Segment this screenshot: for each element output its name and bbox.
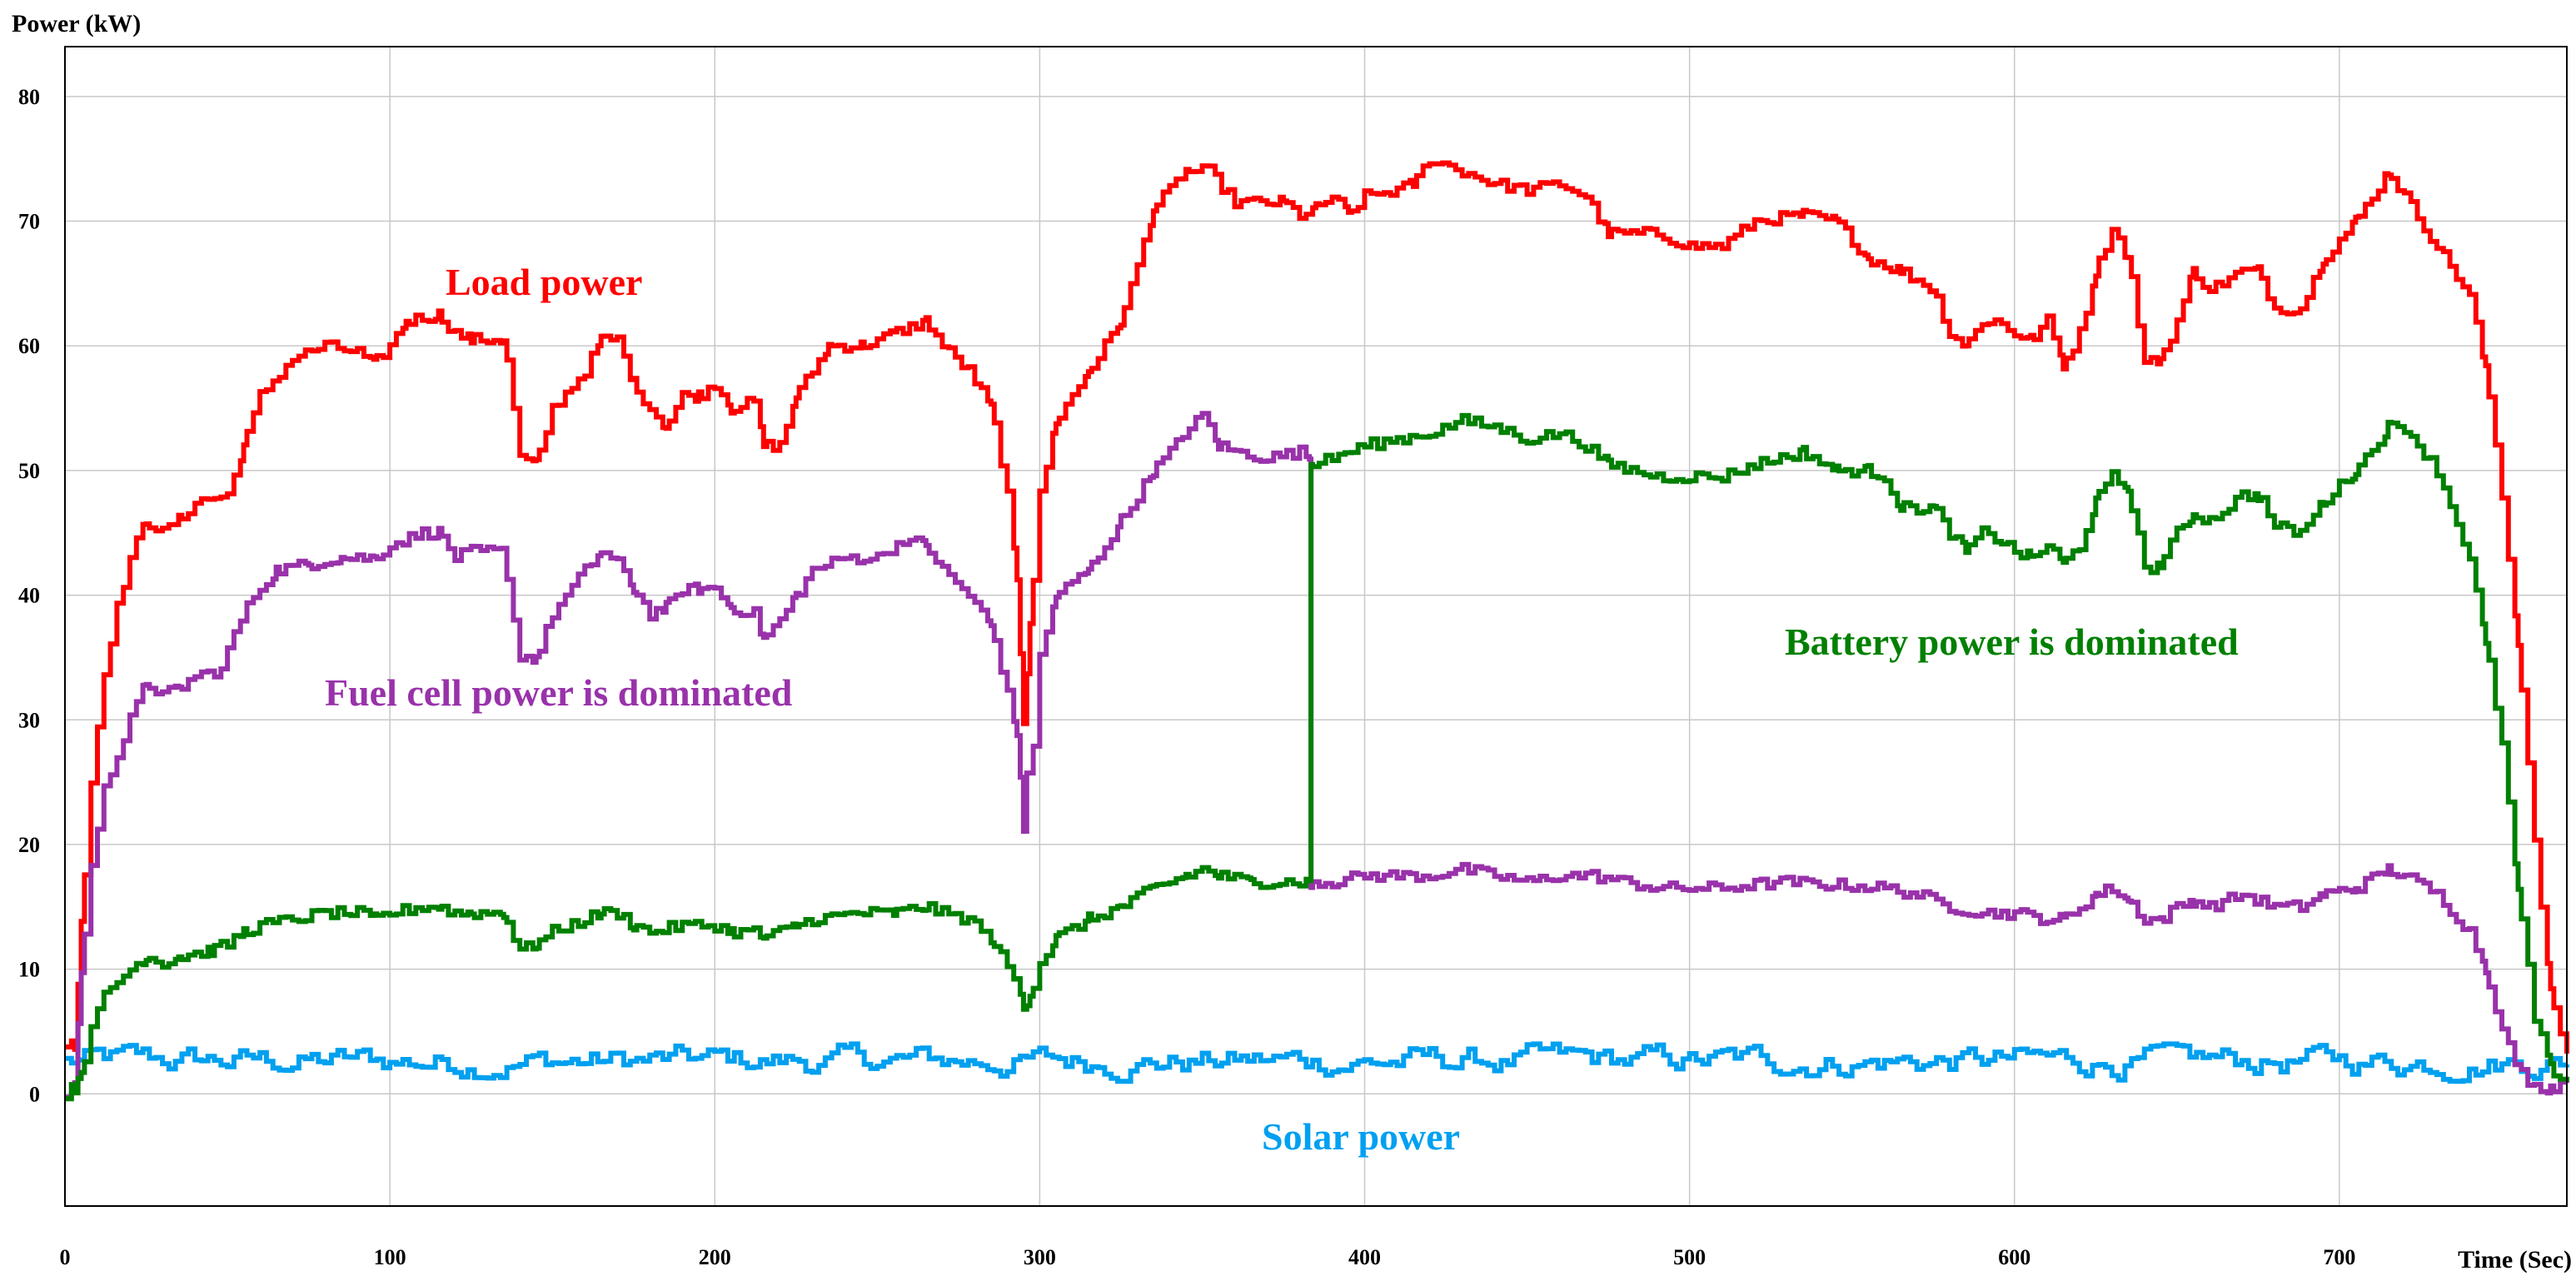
y-tick-label: 80: [18, 85, 40, 109]
x-tick-label: 700: [2323, 1245, 2355, 1269]
x-tick-label: 400: [1348, 1245, 1381, 1269]
x-tick-label: 500: [1673, 1245, 1706, 1269]
battery-series-line: [65, 412, 2569, 1102]
y-tick-label: 40: [18, 584, 40, 608]
fuel-cell-series-line: [65, 411, 2569, 1100]
y-tick-label: 30: [18, 708, 40, 732]
y-tick-label: 60: [18, 334, 40, 358]
solar-power-annotation: Solar power: [1262, 1115, 1460, 1158]
fuel-cell-annotation: Fuel cell power is dominated: [325, 671, 793, 714]
solar-series-line: [65, 1041, 2569, 1084]
y-tick-label: 0: [29, 1082, 40, 1106]
y-tick-label: 50: [18, 459, 40, 483]
y-tick-label: 10: [18, 958, 40, 982]
plot-frame: [64, 46, 2568, 1207]
load-series-line: [65, 160, 2569, 1054]
grid: [64, 47, 2567, 1206]
y-tick-label: 20: [18, 833, 40, 857]
series-layer: [65, 160, 2569, 1102]
x-tick-label: 100: [374, 1245, 406, 1269]
x-tick-label: 200: [699, 1245, 731, 1269]
x-tick-label: 600: [1998, 1245, 2030, 1269]
x-tick-label: 0: [60, 1245, 71, 1269]
x-axis-label: Time (Sec): [2458, 1246, 2572, 1274]
y-axis-label: Power (kW): [12, 10, 141, 37]
tick-labels: 0 100 200 300 400 500 600 700 0 10 20 30 40 50 60 70 80: [18, 85, 2355, 1269]
battery-annotation: Battery power is dominated: [1785, 621, 2239, 663]
y-tick-label: 70: [18, 210, 40, 234]
x-tick-label: 300: [1024, 1245, 1056, 1269]
load-power-annotation: Load power: [446, 261, 642, 303]
